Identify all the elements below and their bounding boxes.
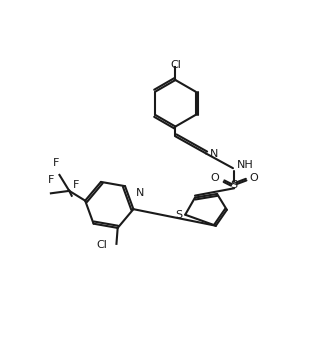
Text: Cl: Cl	[170, 60, 181, 70]
Text: N: N	[136, 188, 144, 198]
Text: O: O	[211, 173, 220, 183]
Text: O: O	[249, 173, 258, 183]
Text: S: S	[175, 210, 182, 220]
Text: F: F	[48, 175, 55, 185]
Text: F: F	[53, 158, 60, 168]
Text: NH: NH	[237, 160, 254, 170]
Text: S: S	[231, 180, 238, 190]
Text: Cl: Cl	[96, 240, 107, 250]
Text: F: F	[73, 180, 79, 190]
Text: N: N	[210, 149, 218, 159]
